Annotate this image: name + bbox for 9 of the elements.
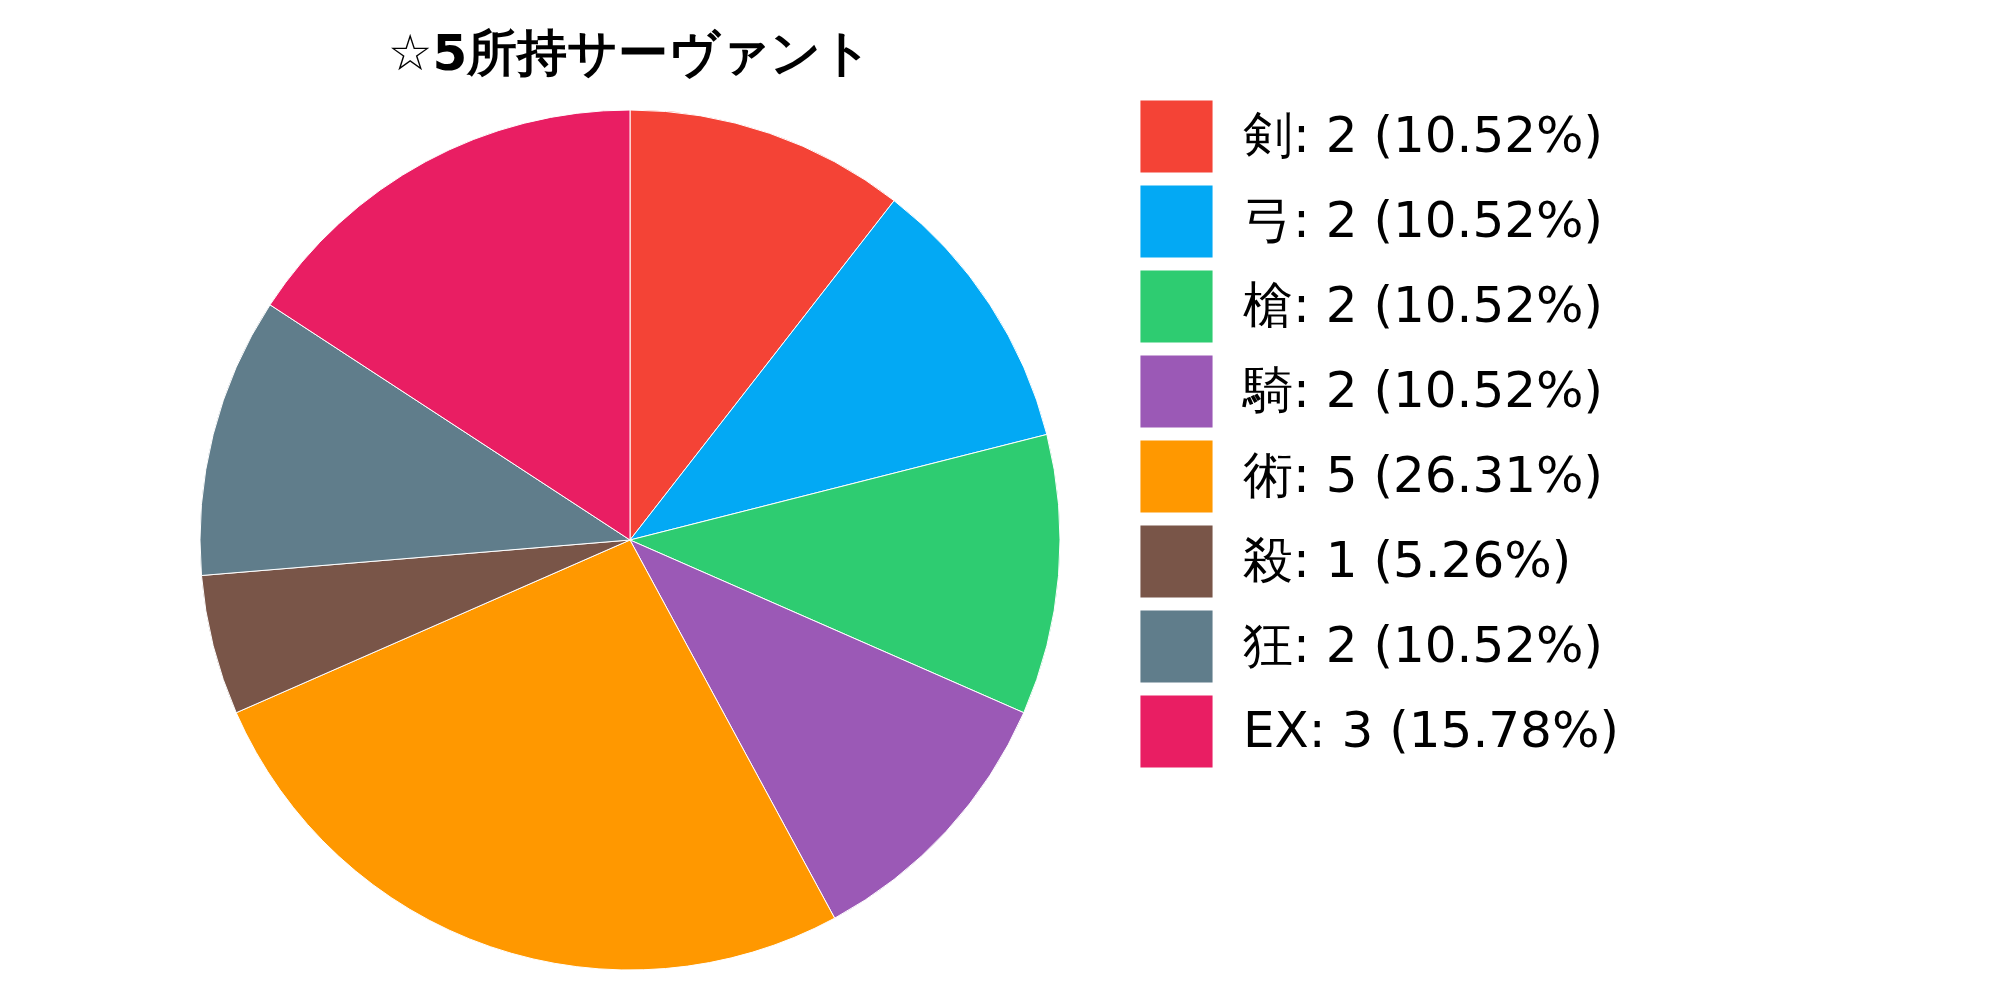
legend-label: 術: 5 (26.31%): [1243, 445, 1604, 504]
legend-label: EX: 3 (15.78%): [1243, 700, 1619, 759]
legend-label: 槍: 2 (10.52%): [1243, 275, 1604, 334]
legend-label: 騎: 2 (10.52%): [1242, 360, 1604, 419]
legend-label: 弓: 2 (10.52%): [1243, 190, 1604, 249]
legend-label: 殺: 1 (5.26%): [1243, 530, 1572, 589]
legend-label: 剣: 2 (10.52%): [1243, 105, 1604, 164]
chart-title: ☆5所持サーヴァント: [387, 24, 873, 82]
legend-label: 狂: 2 (10.52%): [1243, 615, 1604, 674]
